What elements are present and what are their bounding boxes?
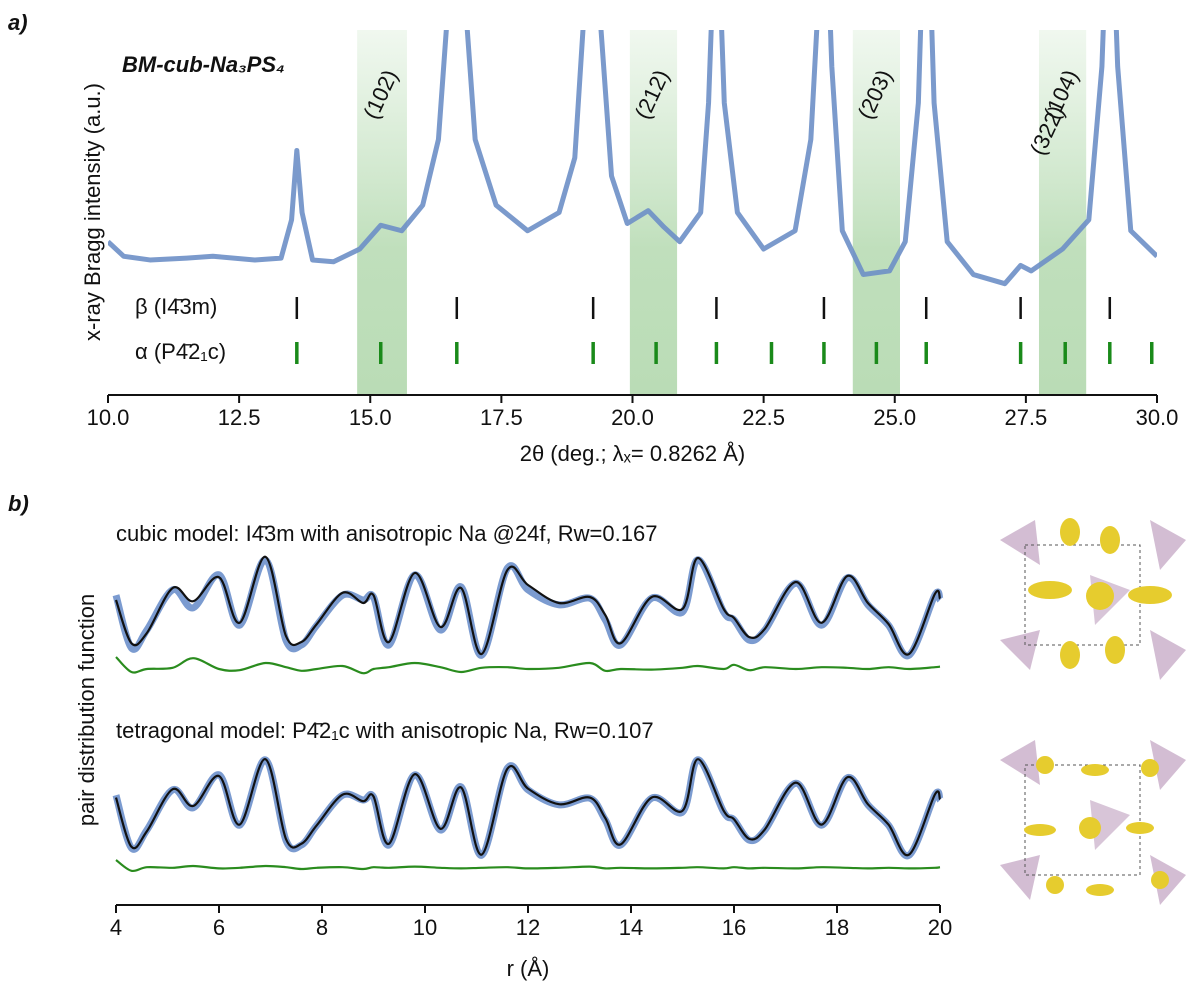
difference-curve: [115, 656, 941, 675]
x-axis-label: r (Å): [507, 956, 550, 981]
x-tick-label: 20.0: [611, 405, 654, 430]
calculated-curve: [114, 555, 942, 656]
fit-title: tetragonal model: P4̄2₁c with anisotropi…: [116, 718, 654, 743]
series-label: BM-cub-Na₃PS₄: [122, 52, 285, 77]
crystal-structure-tetragonal: [1000, 740, 1186, 905]
x-tick-label: 12.5: [218, 405, 261, 430]
panel-label: b): [8, 491, 29, 516]
difference-curve: [115, 859, 941, 873]
calculated-curve: [114, 758, 942, 857]
x-tick-label: 6: [213, 915, 225, 940]
x-tick-label: 8: [316, 915, 328, 940]
fit-title: cubic model: I4̄3m with anisotropic Na @…: [116, 521, 657, 546]
y-axis-label: pair distribution function: [74, 594, 99, 826]
observed-curve: [112, 556, 944, 660]
x-tick-label: 10: [413, 915, 437, 940]
x-tick-label: 27.5: [1004, 405, 1047, 430]
x-tick-label: 18: [825, 915, 849, 940]
x-tick-label: 17.5: [480, 405, 523, 430]
x-tick-label: 20: [928, 915, 952, 940]
intensity-profile: [108, 30, 1157, 287]
x-tick-label: 4: [110, 915, 122, 940]
panel-label: a): [8, 10, 28, 35]
x-tick-label: 10.0: [87, 405, 130, 430]
reflection-set-label: α (P4̄2₁c): [135, 339, 226, 364]
x-tick-label: 16: [722, 915, 746, 940]
highlight-band: [629, 30, 678, 395]
crystal-structure-cubic: [1000, 518, 1186, 680]
observed-curve: [112, 756, 944, 860]
data-clip: [108, 30, 1157, 287]
x-tick-label: 14: [619, 915, 643, 940]
reflection-set-label: β (I4̄3m): [135, 294, 217, 319]
x-axis-label: 2θ (deg.; λₓ= 0.8262 Å): [520, 441, 746, 466]
x-tick-label: 30.0: [1136, 405, 1179, 430]
x-tick-label: 25.0: [873, 405, 916, 430]
x-tick-label: 22.5: [742, 405, 785, 430]
y-axis-label: x-ray Bragg intensity (a.u.): [80, 83, 105, 341]
highlight-band: [852, 30, 900, 395]
x-tick-label: 12: [516, 915, 540, 940]
highlight-band: [357, 30, 407, 395]
highlight-band: [1038, 30, 1087, 395]
x-tick-label: 15.0: [349, 405, 392, 430]
